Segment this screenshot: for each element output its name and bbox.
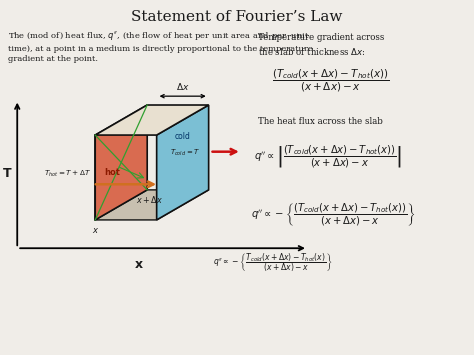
Polygon shape <box>95 105 147 220</box>
Text: T: T <box>2 168 11 180</box>
Polygon shape <box>95 105 209 135</box>
Text: The (mod of) heat flux, $q''$, (the flow of heat per unit area and per  unit
tim: The (mod of) heat flux, $q''$, (the flow… <box>8 29 312 64</box>
Polygon shape <box>156 105 209 220</box>
Text: $q''\propto-\left\{\dfrac{T_{cold}(x+\Delta x)-T_{hot}(x)}{(x+\Delta x)-x}\right: $q''\propto-\left\{\dfrac{T_{cold}(x+\De… <box>213 251 333 274</box>
Polygon shape <box>95 190 209 220</box>
Text: $\Delta x$: $\Delta x$ <box>176 81 190 92</box>
Text: $q''\propto\left|\dfrac{\left(T_{cold}(x+\Delta x)-T_{hot}(x)\right)}{(x+\Delta : $q''\propto\left|\dfrac{\left(T_{cold}(x… <box>254 144 401 170</box>
Text: $q''\propto-\left\{\dfrac{\left(T_{cold}(x+\Delta x)-T_{hot}(x)\right)}{(x+\Delt: $q''\propto-\left\{\dfrac{\left(T_{cold}… <box>251 202 416 229</box>
Text: Statement of Fourier’s Law: Statement of Fourier’s Law <box>131 10 343 23</box>
Text: $T_{cold}=T$: $T_{cold}=T$ <box>170 148 200 158</box>
Text: $x$: $x$ <box>91 226 99 235</box>
Text: Temperature gradient across
the slab of thickness $\Delta x$:: Temperature gradient across the slab of … <box>258 33 384 57</box>
Text: cold: cold <box>175 132 191 141</box>
Text: $\dfrac{\left(T_{cold}(x+\Delta x)-T_{hot}(x)\right)}{(x+\Delta x)-x}$: $\dfrac{\left(T_{cold}(x+\Delta x)-T_{ho… <box>273 68 390 94</box>
Text: hot: hot <box>104 168 120 177</box>
Text: $T_{hot}=T+\Delta T$: $T_{hot}=T+\Delta T$ <box>45 169 91 179</box>
Text: x: x <box>135 258 143 271</box>
Text: $x+\Delta x$: $x+\Delta x$ <box>136 194 163 205</box>
Text: The heat flux across the slab: The heat flux across the slab <box>258 118 383 126</box>
